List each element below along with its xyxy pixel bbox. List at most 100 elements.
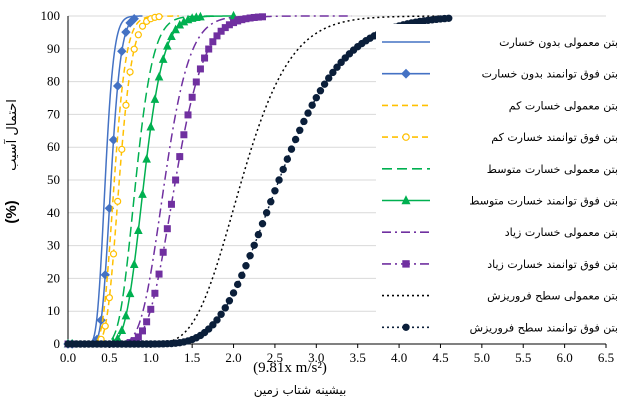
x-tick-label: 1.0	[143, 350, 159, 365]
filled-circle-marker	[325, 74, 333, 82]
open-circle-marker	[402, 133, 410, 141]
triangle-marker	[138, 189, 147, 198]
y-tick-label: 20	[47, 270, 60, 285]
filled-circle-marker	[320, 80, 329, 88]
open-circle-marker	[134, 31, 142, 39]
triangle-marker	[142, 153, 151, 163]
filled-circle-marker	[296, 126, 304, 134]
triangle-marker	[129, 259, 139, 269]
filled-circle-marker	[308, 101, 316, 109]
triangle-marker	[134, 225, 143, 234]
filled-circle-marker	[312, 94, 321, 102]
legend-label: بتن فوق توانمند بدون خسارت	[482, 68, 618, 81]
filled-circle-marker	[287, 145, 296, 153]
y-tick-label: 60	[47, 139, 60, 154]
filled-circle-marker	[283, 155, 292, 163]
diamond-marker	[401, 68, 411, 79]
triangle-marker	[150, 94, 160, 103]
triangle-marker	[146, 121, 156, 131]
square-marker	[201, 54, 209, 62]
square-marker	[163, 225, 171, 233]
x-tick-labels: 0.0 0.5 1.0 1.5 2.0 2.5 3.0 3.5 4.0 4.5 5.0 5.5 6.0 6…	[60, 344, 614, 365]
diamond-marker	[108, 135, 119, 145]
open-circle-marker	[109, 250, 118, 258]
legend-label: بتن معمولی خسارت متوسط	[487, 163, 618, 176]
triangle-marker	[171, 24, 180, 34]
square-marker	[402, 260, 410, 268]
legend-item: بتن معمولی خسارت کم	[382, 99, 618, 112]
series-group	[63, 10, 453, 349]
diamond-marker	[129, 14, 139, 24]
filled-circle-marker	[221, 304, 229, 312]
square-marker	[143, 318, 151, 326]
x-tick-label: 3.5	[350, 350, 366, 365]
square-marker	[192, 78, 200, 86]
legend-label: بتن فوق توانمند خسارت زیاد	[487, 258, 618, 271]
y-axis-unit: (%)	[3, 200, 20, 223]
legend-label: بتن معمولی بدون خسارت	[499, 36, 618, 49]
triangle-marker	[167, 31, 176, 41]
square-marker	[134, 333, 142, 341]
y-tick-label: 100	[41, 8, 61, 23]
square-marker	[188, 93, 196, 101]
triangle-marker	[154, 71, 164, 81]
filled-circle-marker	[279, 165, 287, 174]
series-line	[68, 15, 352, 345]
filled-circle-marker	[209, 321, 217, 329]
square-marker	[155, 270, 163, 278]
diamond-marker	[96, 315, 106, 325]
filled-circle-marker	[402, 323, 410, 331]
y-tick-label: 90	[47, 41, 60, 56]
legend-label: بتن معمولی خسارت کم	[509, 99, 618, 112]
x-tick-label: 0.0	[60, 350, 76, 365]
x-tick-label: 2.5	[267, 350, 283, 365]
open-circle-marker	[155, 13, 163, 21]
triangle-marker	[121, 310, 131, 320]
square-marker	[213, 32, 221, 40]
open-circle-marker	[138, 22, 147, 30]
filled-circle-marker	[233, 280, 242, 289]
y-tick-label: 30	[47, 238, 60, 253]
square-marker	[172, 176, 180, 184]
square-marker	[151, 289, 159, 297]
y-tick-label: 70	[47, 106, 60, 121]
filled-circle-marker	[217, 310, 225, 318]
filled-circle-marker	[291, 135, 300, 144]
triangle-marker	[117, 325, 127, 334]
filled-circle-marker	[316, 87, 325, 95]
open-circle-marker	[105, 294, 113, 302]
legend-label: بتن معمولی سطح فروریزش	[487, 290, 618, 303]
square-marker	[209, 38, 217, 46]
filled-circle-marker	[337, 58, 345, 67]
y-axis-title: (%)	[3, 200, 20, 223]
x-tick-label: 4.5	[432, 350, 448, 365]
filled-circle-marker	[304, 109, 312, 117]
filled-circle-marker	[254, 230, 263, 239]
triangle-marker	[158, 54, 168, 63]
filled-circle-marker	[262, 209, 271, 217]
legend-item: بتن فوق توانمند خسارت کم	[382, 131, 618, 144]
legend-item: بتن معمولی خسارت زیاد	[382, 226, 618, 239]
legend: بتن معمولی بدون خسارت بتن فوق توانمند بدو…	[376, 24, 622, 336]
legend-item: بتن معمولی خسارت متوسط	[382, 163, 618, 176]
square-marker	[196, 65, 204, 73]
x-axis-unit: (9.81x m/s²)	[253, 360, 327, 376]
legend-item: بتن فوق توانمند خسارت متوسط	[382, 195, 618, 208]
square-marker	[138, 327, 146, 335]
open-circle-marker	[126, 68, 134, 76]
x-tick-label: 3.0	[308, 350, 324, 365]
y-tick-label: 10	[47, 303, 60, 318]
filled-circle-marker	[445, 14, 453, 22]
square-marker	[259, 13, 267, 21]
y-tick-label: 50	[47, 172, 60, 187]
filled-circle-marker	[213, 316, 221, 324]
legend-item: بتن معمولی بدون خسارت	[382, 36, 618, 49]
legend-item: بتن فوق توانمند سطح فروریزش	[382, 321, 618, 334]
filled-circle-marker	[300, 117, 308, 126]
square-marker	[159, 248, 167, 256]
diamond-marker	[117, 46, 127, 56]
filled-circle-marker	[229, 289, 238, 297]
diamond-marker	[121, 27, 131, 37]
filled-circle-marker	[333, 63, 341, 71]
triangle-marker	[401, 195, 411, 205]
